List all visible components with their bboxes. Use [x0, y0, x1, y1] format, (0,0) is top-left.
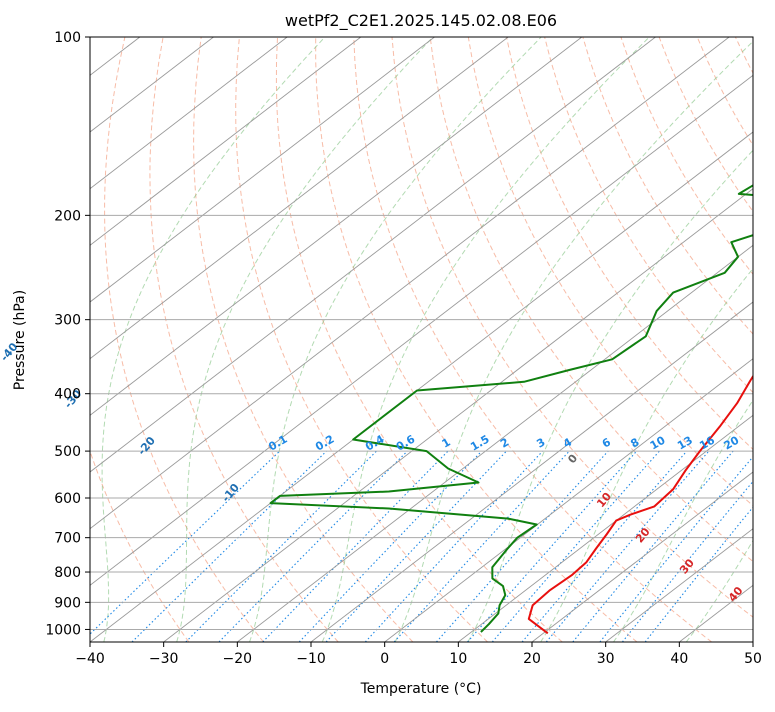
isotherm-line: [16, 37, 775, 642]
y-tick-label: 100: [54, 30, 81, 46]
mixing-ratio-line: [546, 451, 709, 642]
dry-adiabat-line: [276, 37, 562, 642]
mixing-ratio-line: [263, 451, 448, 642]
dry-adiabat-line: [545, 37, 775, 642]
dry-adiabat-line: [236, 37, 488, 642]
y-tick-label: 800: [54, 565, 81, 581]
dry-adiabat-label: -20: [135, 434, 158, 458]
mixing-ratio-line: [468, 451, 637, 642]
dry-adiabat-line: [316, 37, 637, 642]
isotherm-line: [0, 37, 361, 642]
mixing-ratio-label: 6: [600, 435, 613, 450]
x-tick-label: 20: [523, 651, 541, 667]
moist-adiabat-line: [686, 37, 775, 642]
moist-adiabat-label: 40: [726, 584, 746, 604]
mixing-ratio-label: 0.2: [313, 433, 336, 454]
x-tick-label: −30: [149, 651, 179, 667]
mixing-ratio-line: [394, 451, 569, 642]
mixing-ratio-label: 2: [498, 436, 511, 451]
isotherm-line: [311, 37, 775, 642]
mixing-ratio-label: 13: [675, 434, 695, 453]
moist-adiabat-line: [759, 37, 775, 642]
moist-adiabat-line: [177, 37, 433, 642]
x-tick-label: −20: [223, 651, 253, 667]
mixing-ratio-label: 0.6: [394, 432, 418, 453]
moist-adiabat-line: [102, 37, 325, 642]
mixing-ratio-line: [326, 451, 506, 642]
mixing-ratio-line: [492, 451, 659, 642]
y-tick-label: 300: [54, 313, 81, 329]
y-tick-label: 600: [54, 491, 81, 507]
dry-adiabat-line: [150, 37, 338, 642]
y-tick-label: 400: [54, 387, 81, 403]
moist-adiabat-line: [468, 37, 775, 642]
isotherm-line: [0, 37, 435, 642]
mixing-ratio-label: 1: [440, 436, 453, 451]
x-tick-label: 0: [380, 651, 389, 667]
isotherm-line: [0, 37, 582, 642]
isotherm-line: [679, 37, 775, 642]
dry-adiabat-line: [621, 37, 775, 642]
x-tick-label: 10: [449, 651, 467, 667]
dry-adiabat-line: [105, 37, 264, 642]
mixing-ratio-label: 1.5: [468, 433, 491, 454]
moist-adiabat-label: 0: [565, 452, 580, 466]
moist-adiabat-line: [322, 37, 649, 642]
dry-adiabat-label: -10: [219, 481, 242, 505]
plot-frame: [90, 37, 753, 642]
x-tick-label: 50: [744, 651, 762, 667]
x-axis-label: Temperature (°C): [360, 681, 482, 697]
dry-adiabat-line: [735, 37, 775, 642]
y-axis-label: Pressure (hPa): [12, 290, 28, 390]
moist-adiabat-label: 10: [594, 490, 614, 510]
y-tick-label: 900: [54, 595, 81, 611]
mixing-ratio-line: [219, 451, 407, 642]
x-tick-label: −10: [296, 651, 326, 667]
isotherm-line: [164, 37, 775, 642]
temperature-profile-line: [529, 37, 775, 633]
x-tick-label: 30: [597, 651, 615, 667]
mixing-ratio-label: 20: [721, 433, 741, 452]
x-tick-label: −40: [75, 651, 105, 667]
mixing-ratio-label: 0.4: [363, 432, 387, 453]
mixing-ratio-line: [622, 451, 775, 642]
isotherm-line: [532, 37, 775, 642]
y-tick-label: 700: [54, 531, 81, 547]
chart-title: wetPf2_C2E1.2025.145.02.08.E06: [285, 11, 557, 31]
moist-adiabat-label: 20: [633, 525, 653, 545]
moist-adiabat-line: [614, 37, 775, 642]
isotherm-line: [385, 37, 775, 642]
isotherm-line: [753, 37, 775, 642]
isotherm-line: [0, 37, 508, 642]
mixing-ratio-line: [82, 451, 280, 642]
dry-adiabat-line: [659, 37, 775, 642]
mixing-ratio-line: [299, 451, 482, 642]
dry-adiabat-line: [468, 37, 775, 642]
dry-adiabat-line: [697, 37, 775, 642]
moist-adiabat-line: [250, 37, 542, 642]
dry-adiabat-line: [194, 37, 413, 642]
y-tick-label: 200: [54, 208, 81, 224]
mixing-ratio-label: 10: [648, 433, 668, 452]
mixing-ratio-line: [132, 451, 327, 642]
y-tick-label: 1000: [45, 622, 81, 638]
mixing-ratio-line: [645, 451, 775, 642]
isotherm-line: [0, 37, 287, 642]
isotherm-line: [0, 37, 66, 642]
y-tick-label: 500: [54, 444, 81, 460]
x-tick-label: 40: [670, 651, 688, 667]
mixing-ratio-label: 0.1: [266, 433, 289, 454]
